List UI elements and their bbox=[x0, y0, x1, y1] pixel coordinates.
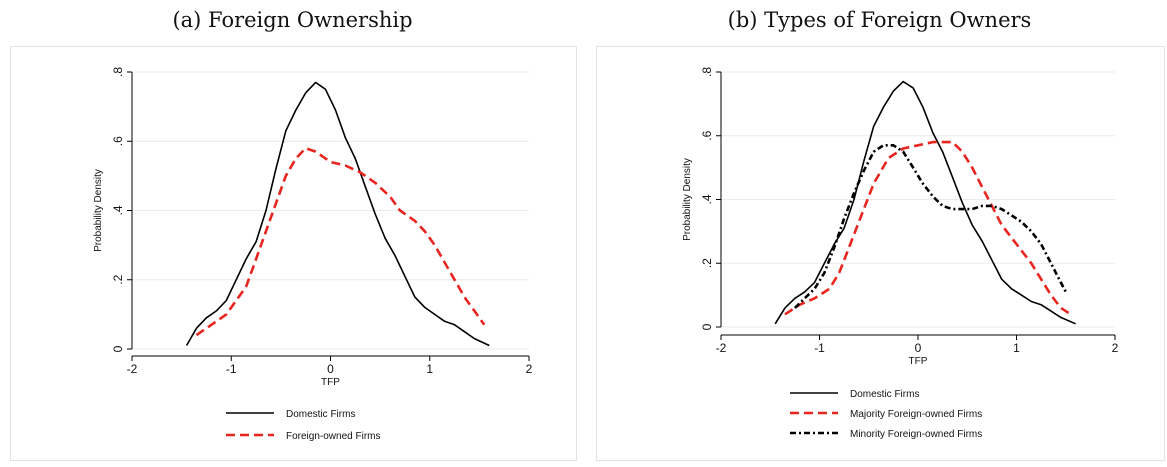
legend-label-b-3: Minority Foreign-owned Firms bbox=[850, 429, 982, 440]
y-tick-label: .4 bbox=[111, 205, 125, 215]
x-tick-label: -1 bbox=[226, 362, 237, 376]
y-axis-label: Probability Density bbox=[682, 158, 693, 241]
x-axis-label: TFP bbox=[321, 377, 340, 388]
y-tick-label: .2 bbox=[111, 274, 125, 284]
x-tick-label: -1 bbox=[814, 341, 825, 355]
y-axis-label: Probability Density bbox=[93, 169, 104, 252]
panel-a: 0 .2 .4 .6 .8 -2 -1 0 1 2 TFP Probability Density Do… bbox=[10, 46, 577, 461]
density-chart-b: 0 .2 .4 .6 .8 -2 -1 0 1 2 TFP Probability Density Do… bbox=[682, 67, 1119, 440]
x-tick-label: 2 bbox=[526, 362, 533, 376]
caption-panel-a: (a) Foreign Ownership bbox=[172, 8, 413, 32]
x-tick-label: 0 bbox=[915, 341, 922, 355]
y-tick-label: .8 bbox=[111, 67, 125, 77]
x-tick-label: -2 bbox=[716, 341, 727, 355]
legend-label-a-1: Domestic Firms bbox=[286, 409, 355, 420]
caption-panel-b: (b) Types of Foreign Owners bbox=[727, 8, 1032, 32]
series-line-a-2 bbox=[195, 146, 486, 337]
legend-label-b-1: Domestic Firms bbox=[850, 389, 919, 400]
x-tick-label: 1 bbox=[426, 362, 433, 376]
series-line-b-1 bbox=[774, 80, 1076, 325]
y-tick-label: .6 bbox=[111, 136, 125, 146]
x-tick-label: 2 bbox=[1112, 341, 1119, 355]
legend-label-a-2: Foreign-owned Firms bbox=[286, 431, 380, 442]
x-tick-label: 1 bbox=[1013, 341, 1020, 355]
x-tick-label: -2 bbox=[127, 362, 138, 376]
series-line-b-3 bbox=[793, 144, 1067, 309]
y-tick-label: .2 bbox=[700, 258, 714, 268]
x-axis-label: TFP bbox=[909, 356, 928, 367]
x-tick-label: 0 bbox=[327, 362, 334, 376]
y-tick-label: .4 bbox=[700, 194, 714, 204]
y-tick-label: 0 bbox=[111, 345, 125, 352]
y-tick-label: .8 bbox=[700, 67, 714, 77]
legend-label-b-2: Majority Foreign-owned Firms bbox=[850, 409, 982, 420]
y-tick-label: 0 bbox=[700, 323, 714, 330]
series-line-b-2 bbox=[784, 140, 1072, 316]
series-line-a-1 bbox=[185, 81, 490, 347]
y-tick-label: .6 bbox=[700, 130, 714, 140]
density-chart-a: 0 .2 .4 .6 .8 -2 -1 0 1 2 TFP Probability Density Do… bbox=[93, 67, 533, 442]
panel-b: 0 .2 .4 .6 .8 -2 -1 0 1 2 TFP Probability Density Do… bbox=[596, 46, 1165, 461]
